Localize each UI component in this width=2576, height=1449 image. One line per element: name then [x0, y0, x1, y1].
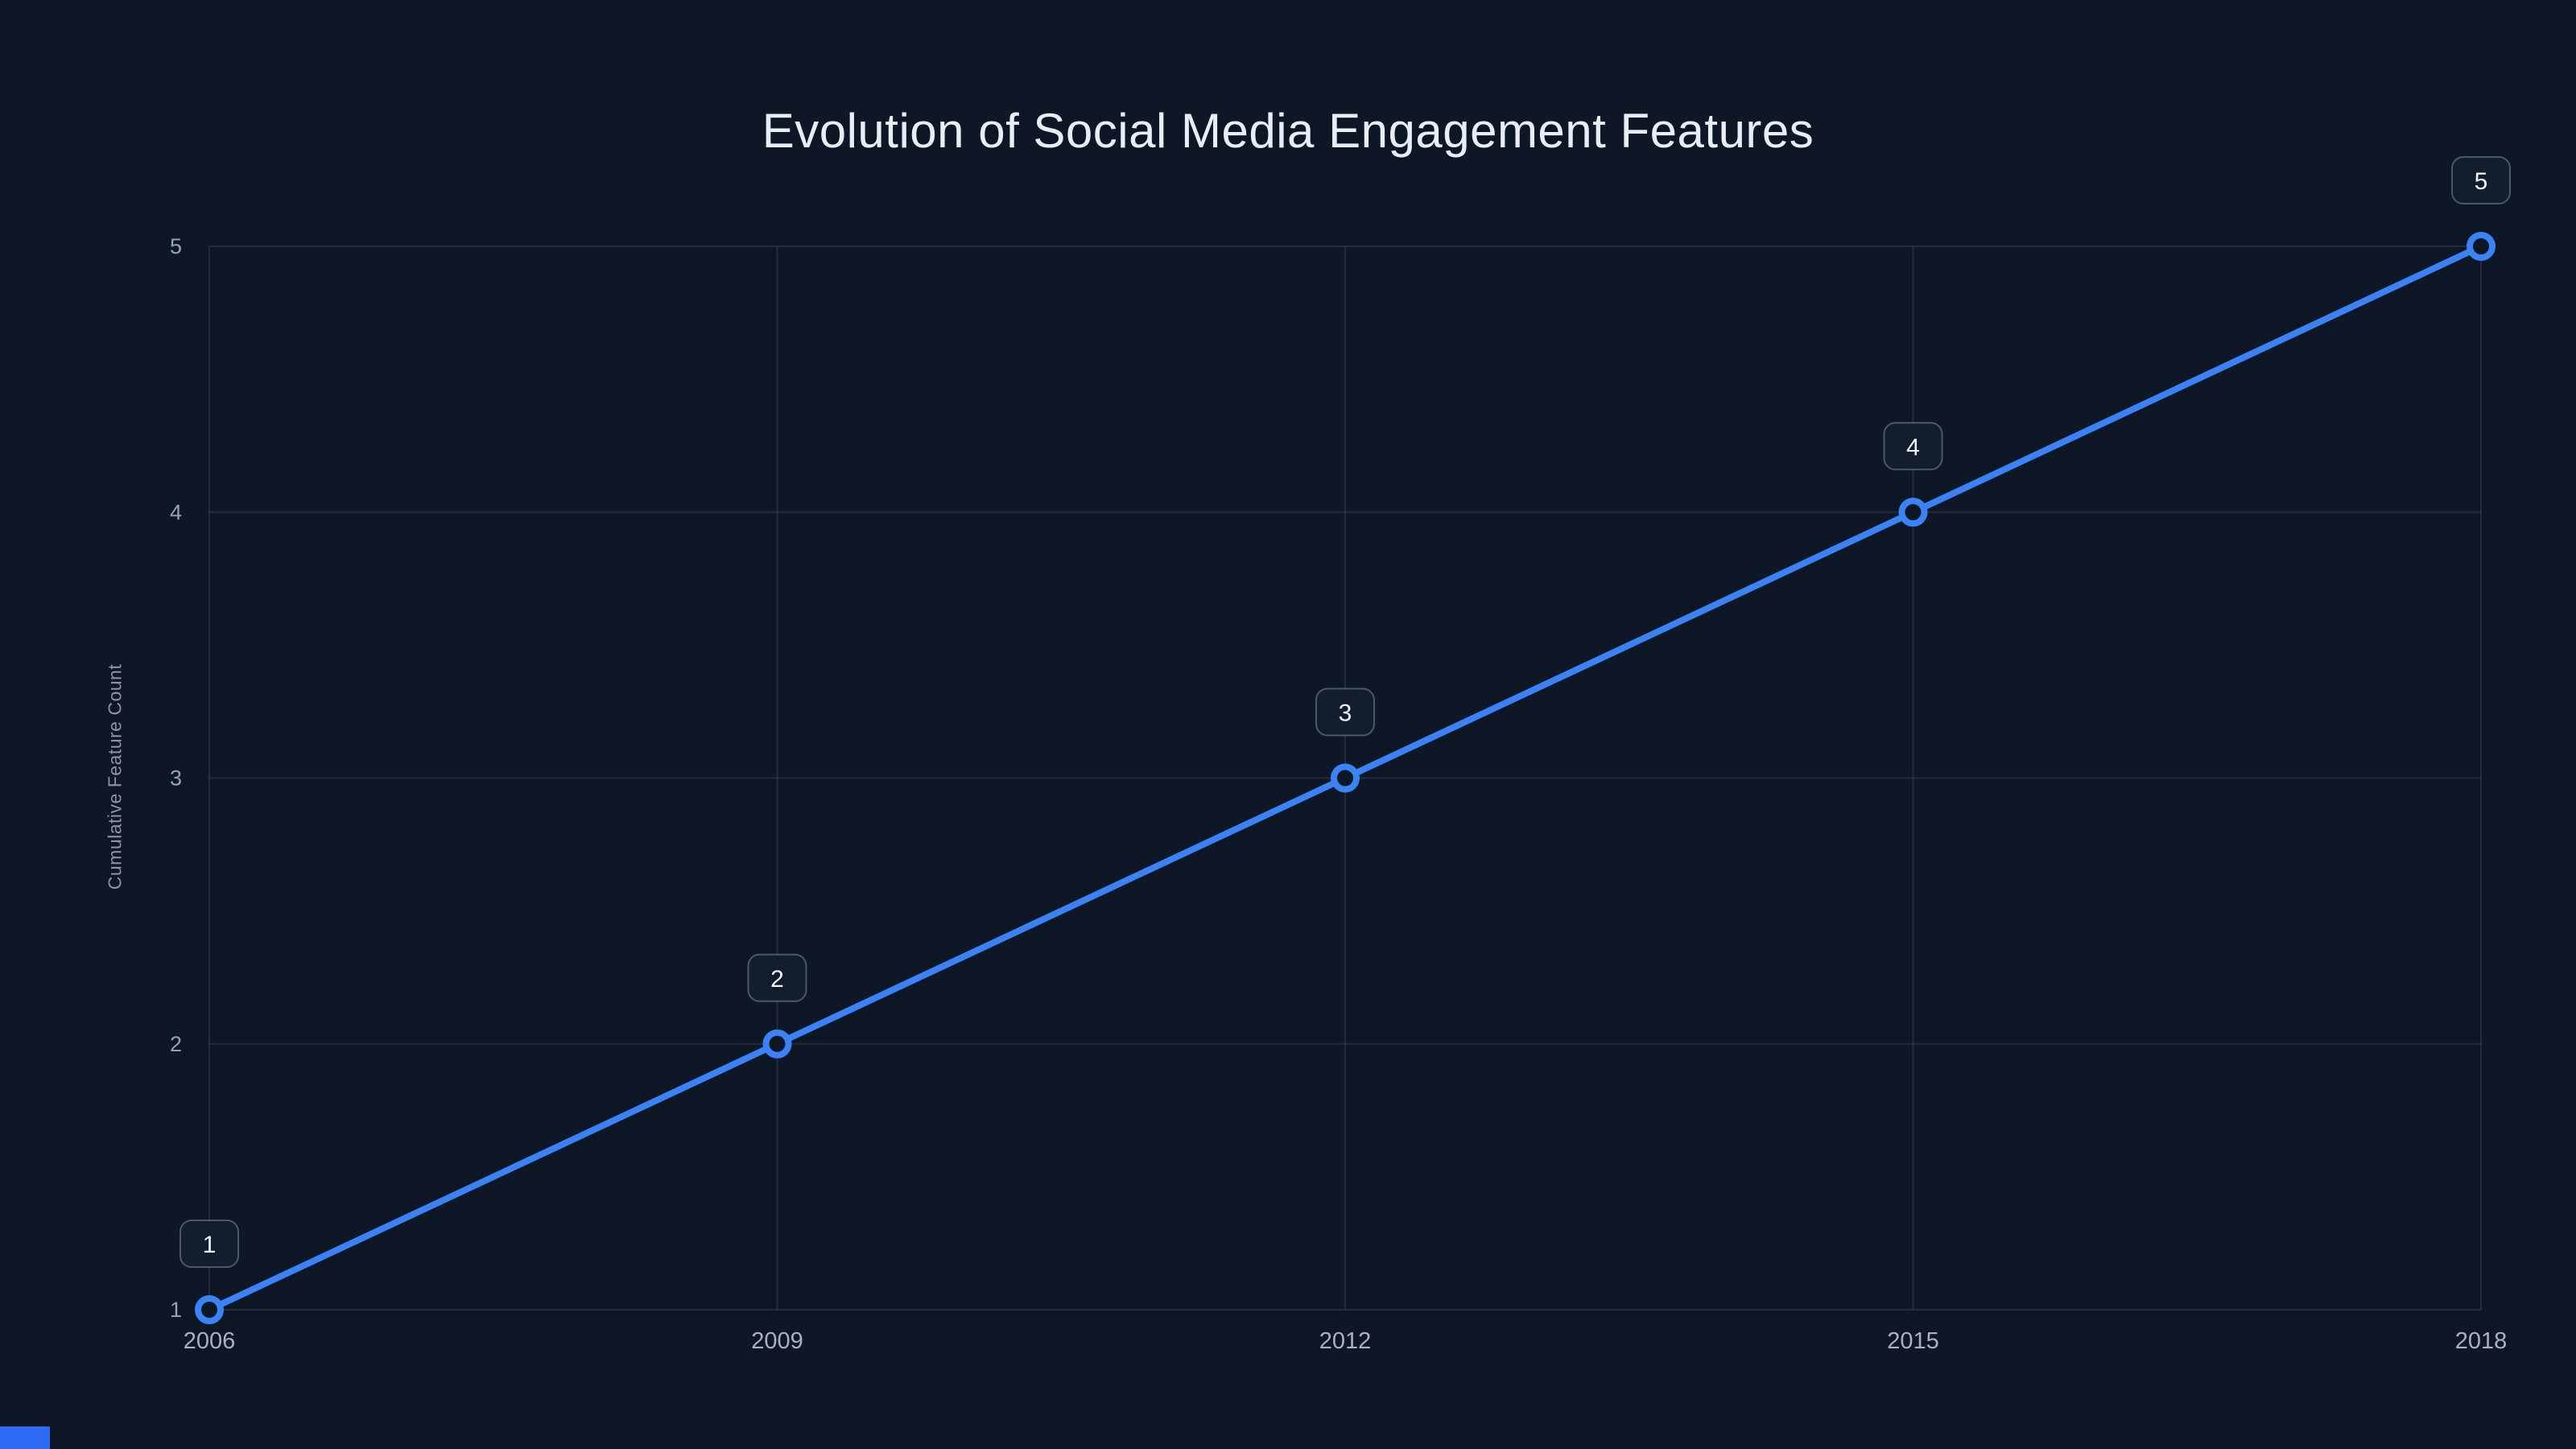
point-label-badge — [1315, 687, 1375, 737]
data-point-marker[interactable] — [762, 1029, 792, 1059]
point-label: 4 — [1906, 434, 1920, 460]
point-label: 1 — [203, 1232, 217, 1258]
point-label-badge — [180, 1220, 239, 1268]
point-label-badge — [1883, 422, 1943, 471]
y-tick-label: 4 — [170, 500, 182, 524]
x-tick-label: 2009 — [751, 1328, 803, 1354]
point-label: 3 — [1339, 700, 1352, 727]
point-label: 2 — [770, 966, 784, 993]
point-label: 5 — [2475, 168, 2488, 195]
x-tick-label: 2015 — [1887, 1328, 1939, 1354]
point-label-badge — [2451, 156, 2511, 204]
y-tick-label: 5 — [170, 234, 182, 258]
x-tick-label: 2012 — [1319, 1328, 1372, 1354]
x-tick-label: 2006 — [184, 1328, 236, 1354]
point-label-badge — [747, 953, 807, 1002]
data-point-marker[interactable] — [2467, 232, 2496, 261]
y-tick-label: 1 — [170, 1298, 182, 1322]
data-point-marker[interactable] — [1898, 497, 1928, 527]
corner-accent — [0, 1426, 50, 1449]
data-point-marker[interactable] — [195, 1295, 224, 1324]
chart-title: Evolution of Social Media Engagement Fea… — [762, 104, 1814, 158]
y-tick-label: 3 — [170, 766, 182, 791]
y-tick-label: 2 — [170, 1032, 182, 1056]
x-tick-label: 2018 — [2455, 1328, 2508, 1354]
data-point-marker[interactable] — [1331, 763, 1360, 793]
